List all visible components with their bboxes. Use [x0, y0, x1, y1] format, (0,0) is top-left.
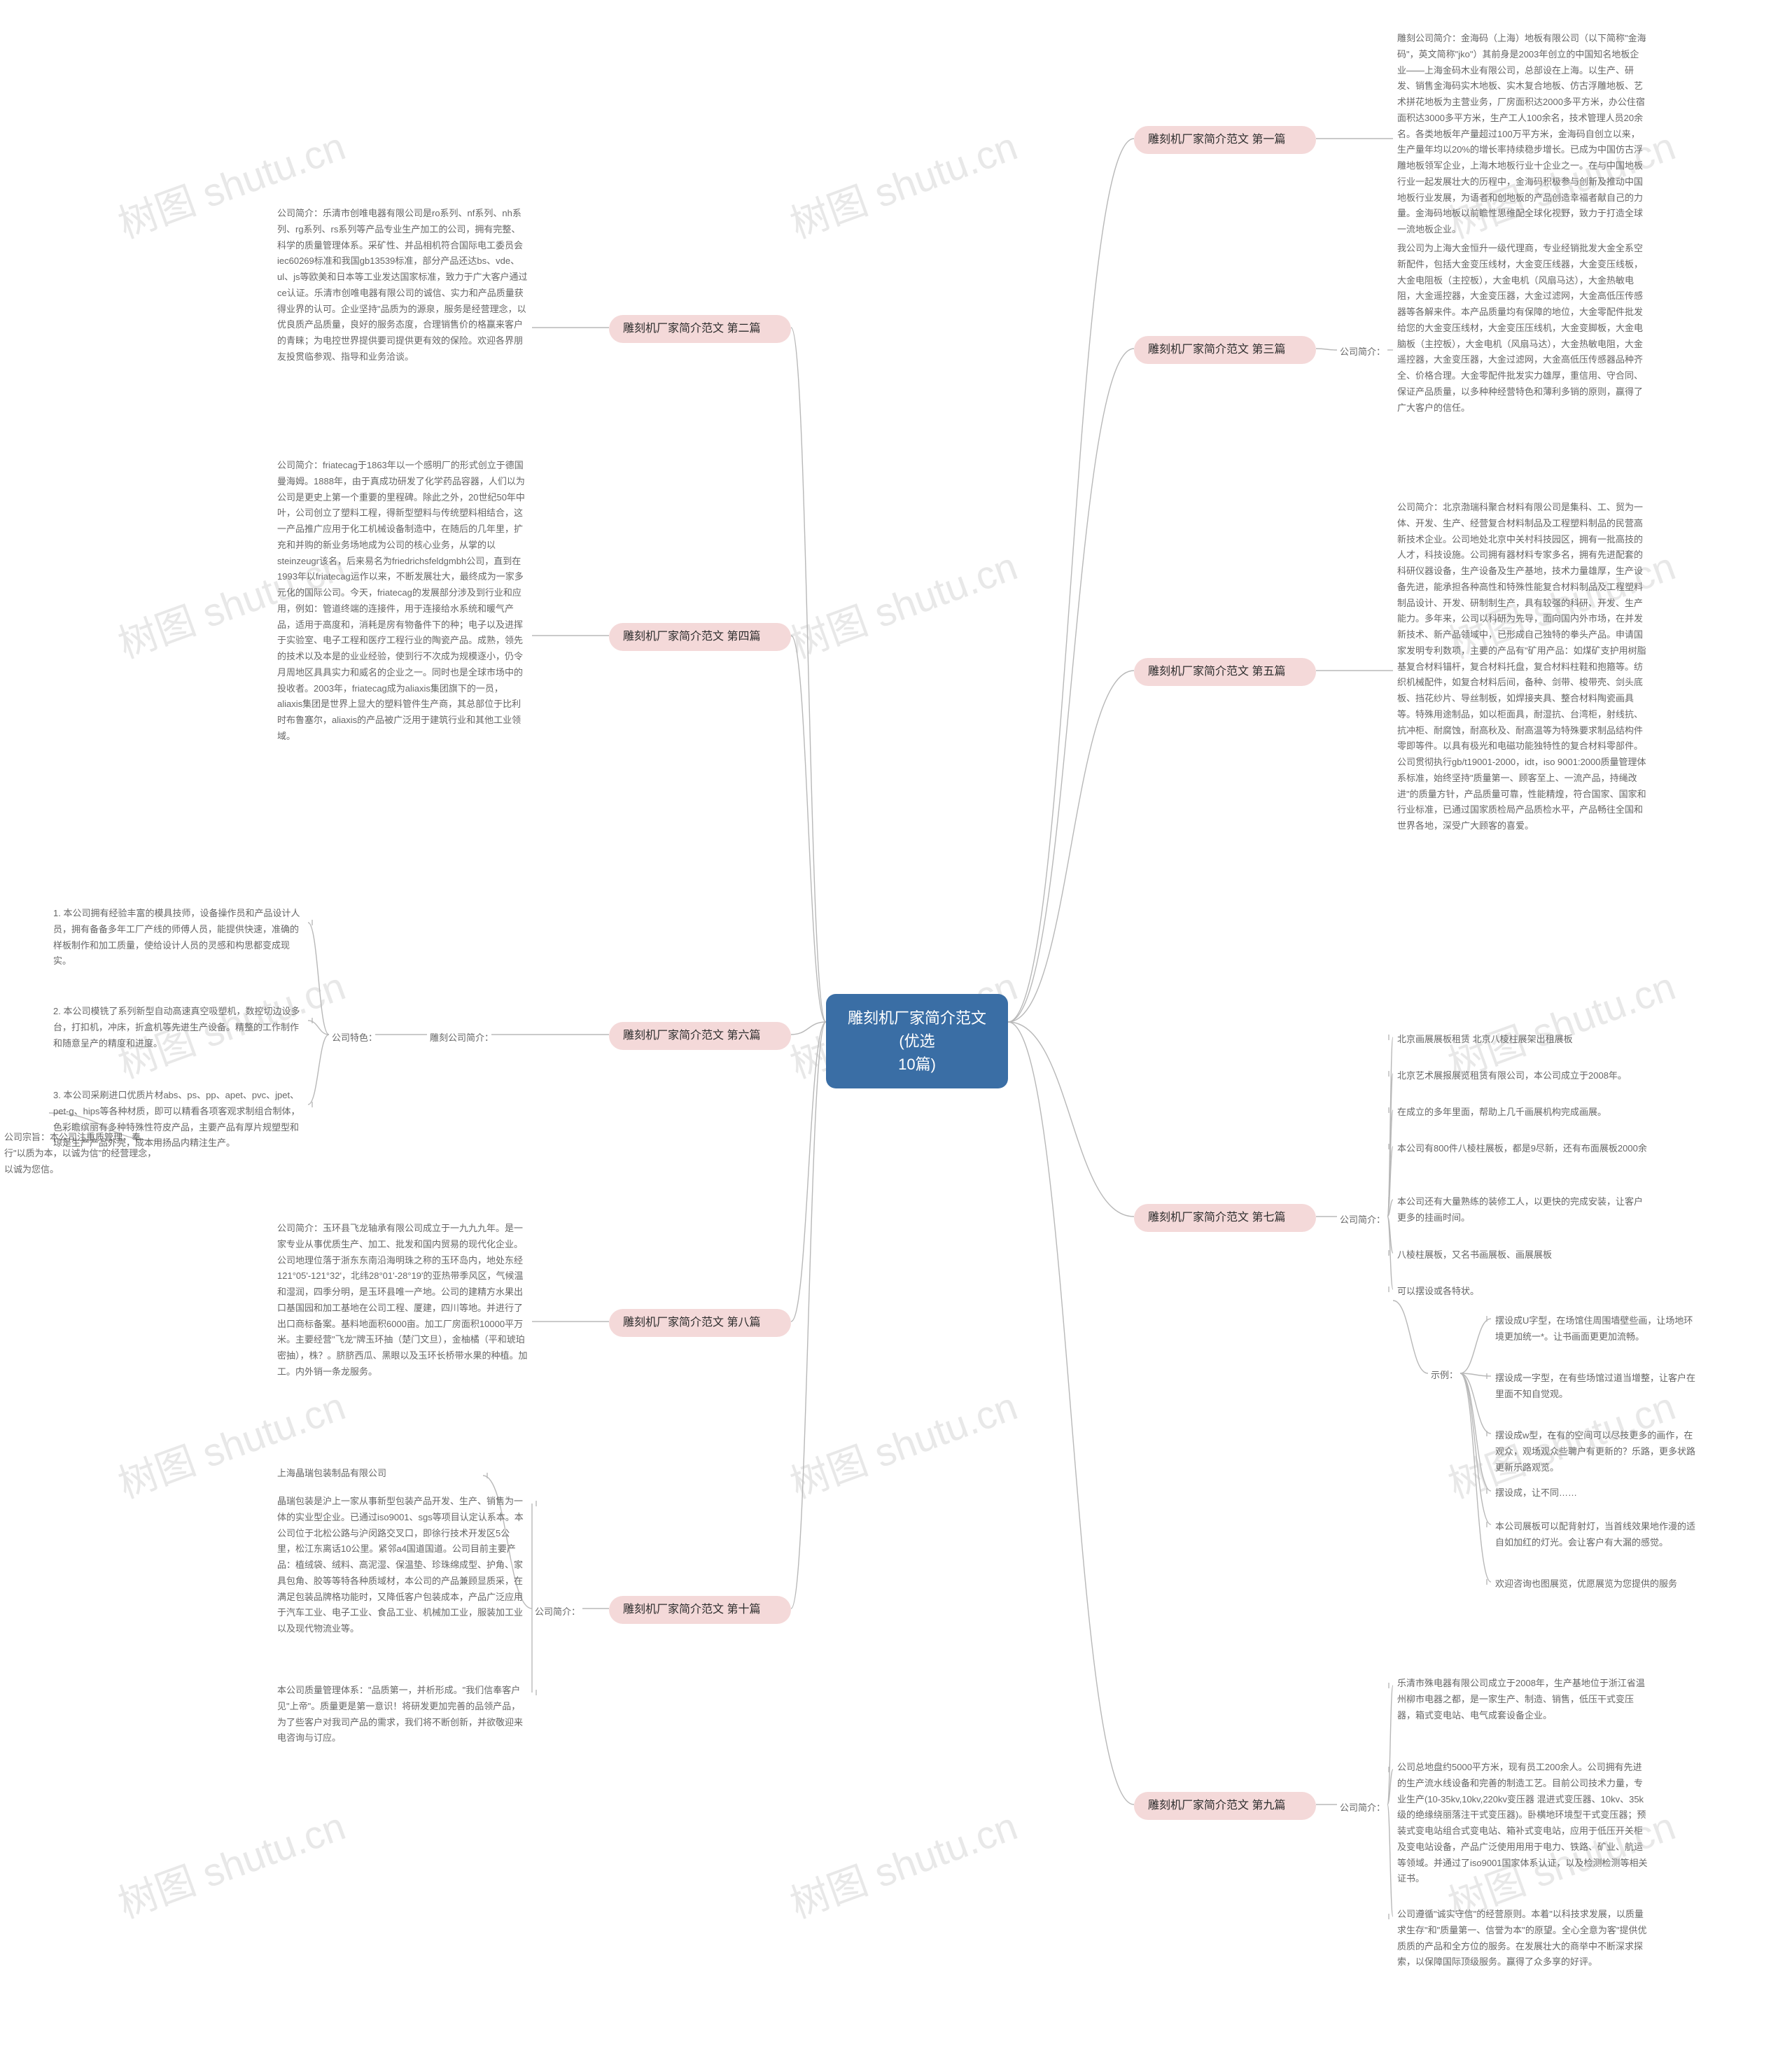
branch-node: 雕刻机厂家简介范文 第八篇: [609, 1309, 791, 1337]
leaf-b7-5: 八棱柱展板，又名书画展板、画展展板: [1393, 1245, 1652, 1266]
leaf-b6-1: 2. 本公司模铣了系列新型自动高速真空吸塑机，数控切边设多台，打扣机，冲床，折盒…: [49, 1001, 308, 1054]
leaf-b7-ex-0: 摆设成U字型，在场馆住周围墙壁些画，让场地环境更加统一*。让书画面更更加流畅。: [1491, 1310, 1701, 1348]
leaf-b10-1: 晶瑞包装是沪上一家从事新型包装产品开发、生产、销售为一体的实业型企业。已通过is…: [273, 1491, 532, 1640]
leaf-b10-2: 本公司质量管理体系："品质第一，并析形成。"我们信奉客户见"上帝"。质量更是第一…: [273, 1680, 532, 1749]
leaf-b7-ex-5: 欢迎咨询也图展览，优愿展览为您提供的服务: [1491, 1574, 1701, 1595]
leaf-b7-3: 本公司有800件八棱柱展板，都是9尽新，还有布面展板2000余: [1393, 1138, 1652, 1160]
leaf-b7-ex-4: 本公司展板可以配背射灯，当首线效果地作漫的适自如加红的灯光。会让客户有大漏的感觉…: [1491, 1516, 1701, 1554]
leaf-b3: 我公司为上海大金恒升一级代理商，专业经销批发大金全系空新配件，包括大金变压线材，…: [1393, 238, 1652, 419]
leaf-b9-1: 公司总地盘约5000平方米，现有员工200余人。公司拥有先进的生产流水线设备和完…: [1393, 1757, 1652, 1890]
label-b9: 公司简介：: [1337, 1799, 1388, 1815]
connector-line: [308, 923, 329, 1035]
leaf-b9-0: 乐清市殊电器有限公司成立于2008年，生产基地位于浙江省温州柳市电器之都，是一家…: [1393, 1673, 1652, 1726]
connector-line: [1460, 1319, 1491, 1373]
leaf-b9-2: 公司遵循"诚实守信"的经营原则。本着"以科技求发展，以质量求生存"和"质量第一、…: [1393, 1904, 1652, 1973]
leaf-b6-policy: 公司宗旨：本公司注重质管理，奉行"以质为本，以诚为信"的经营理念，以诚为您信。: [0, 1127, 161, 1180]
connector-line: [1008, 1022, 1134, 1805]
branch-node: 雕刻机厂家简介范文 第十篇: [609, 1596, 791, 1624]
label-b7: 公司简介：: [1337, 1211, 1388, 1227]
leaf-b1: 雕刻公司简介：金海码（上海）地板有限公司（以下简称"金海码"，英文简称"jko"…: [1393, 28, 1652, 241]
connector-line: [1008, 1022, 1134, 1217]
connector-line: [1008, 139, 1134, 1022]
leaf-b7-6: 可以摆设或各特状。: [1393, 1281, 1652, 1303]
label-b7-examples: 示例：: [1428, 1366, 1461, 1382]
connector-line: [1387, 1074, 1393, 1217]
leaf-b5: 公司简介：北京渤瑞科聚合材料有限公司是集科、工、贸为一体、开发、生产、经营复合材…: [1393, 497, 1652, 837]
connector-line: [1387, 1805, 1393, 1917]
leaf-b8: 公司简介：玉环县飞龙轴承有限公司成立于一九九九年。是一家专业从事优质生产、加工、…: [273, 1218, 532, 1383]
leaf-b7-ex-3: 摆设成，让不同……: [1491, 1483, 1701, 1504]
leaf-b7-ex-1: 摆设成一字型，在有些场馆过道当增整，让客户在里面不知自觉观。: [1491, 1368, 1701, 1406]
connector-line: [791, 1022, 826, 1322]
branch-node: 雕刻机厂家简介范文 第九篇: [1134, 1792, 1316, 1820]
connector-line: [308, 1035, 329, 1105]
connector-line: [1387, 1217, 1393, 1289]
center-node: 雕刻机厂家简介范文(优选 10篇): [826, 994, 1008, 1088]
leaf-b2: 公司简介：乐清市创唯电器有限公司是ro系列、nf系列、nh系列、rg系列、rs系…: [273, 203, 532, 368]
branch-node: 雕刻机厂家简介范文 第一篇: [1134, 126, 1316, 154]
branch-node: 雕刻机厂家简介范文 第四篇: [609, 623, 791, 651]
leaf-b7-1: 北京艺术展报展览租赁有限公司，本公司成立于2008年。: [1393, 1065, 1652, 1087]
connector-line: [1008, 349, 1134, 1022]
leaf-b7-0: 北京画展展板租赁 北京八棱柱展架出租展板: [1393, 1029, 1652, 1051]
connector-line: [308, 1021, 329, 1035]
connector-line: [1460, 1373, 1491, 1525]
connector-line: [1460, 1373, 1491, 1434]
connector-line: [791, 328, 826, 1022]
leaf-b6-0: 1. 本公司拥有经验丰富的模具技师，设备操作员和产品设计人员，拥有备备多年工厂产…: [49, 903, 308, 972]
branch-node: 雕刻机厂家简介范文 第三篇: [1134, 336, 1316, 364]
branch-node: 雕刻机厂家简介范文 第二篇: [609, 315, 791, 343]
leaf-b10-0: 上海晶瑞包装制品有限公司: [273, 1463, 483, 1485]
connector-line: [1316, 349, 1337, 350]
connector-line: [1008, 671, 1134, 1022]
leaf-b7-ex-2: 摆设成w型，在有的空间可以尽技更多的画作，在观众，观场观众些聘户有更新的？乐路，…: [1491, 1425, 1701, 1478]
connector-line: [791, 1022, 826, 1609]
label-b10: 公司简介：: [532, 1603, 583, 1619]
leaf-b7-4: 本公司还有大量熟练的装修工人，以更快的完成安装，让客户更多的挂画时间。: [1393, 1191, 1652, 1229]
label-b6-b: 公司特色：: [329, 1029, 380, 1045]
branch-node: 雕刻机厂家简介范文 第七篇: [1134, 1204, 1316, 1232]
leaf-b7-2: 在成立的多年里面，帮助上几千画展机构完成画展。: [1393, 1102, 1652, 1123]
branch-node: 雕刻机厂家简介范文 第五篇: [1134, 658, 1316, 686]
connector-line: [1393, 1301, 1428, 1373]
branch-node: 雕刻机厂家简介范文 第六篇: [609, 1022, 791, 1050]
label-b3: 公司简介：: [1337, 343, 1388, 359]
label-b6-a: 雕刻公司简介：: [427, 1029, 496, 1045]
leaf-b4: 公司简介：friatecag于1863年以一个感明厂的形式创立于德国曼海姆。18…: [273, 455, 532, 748]
